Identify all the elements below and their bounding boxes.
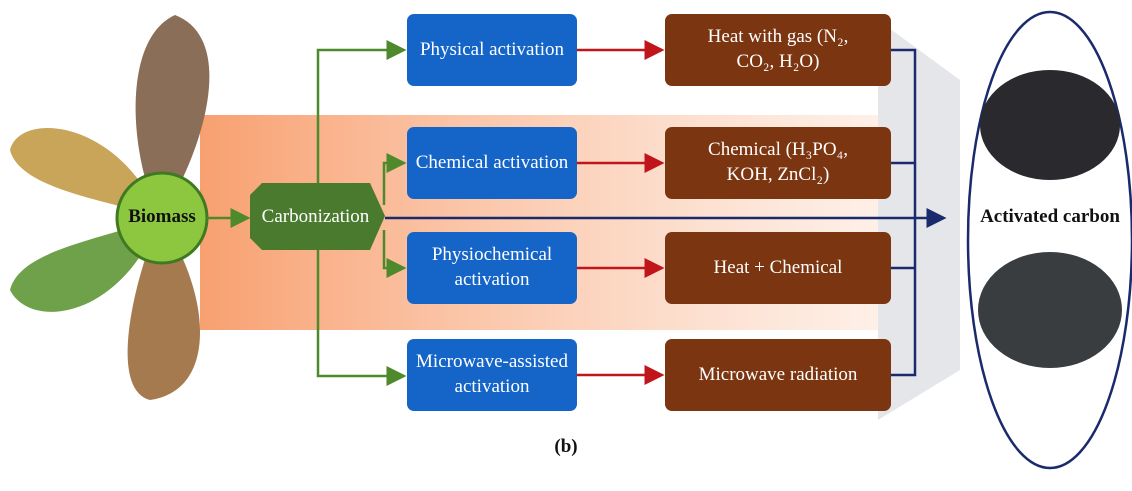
method-box: Microwave-assisted activation bbox=[407, 339, 577, 411]
product-label: Activated carbon bbox=[980, 206, 1120, 227]
method-box: Physiochemical activation bbox=[407, 232, 577, 304]
caption: (b) bbox=[554, 436, 578, 457]
red-arrows bbox=[577, 40, 665, 385]
method-box-text: Chemical activation bbox=[415, 151, 569, 173]
method-box-text: Microwave-assisted activation bbox=[416, 351, 568, 397]
treatment-box: Heat + Chemical bbox=[665, 232, 891, 304]
method-box-text: Physiochemical activation bbox=[431, 244, 553, 290]
funnel bbox=[878, 20, 960, 420]
treatment-box: Heat with gas (N₂, CO₂, H₂O) bbox=[665, 14, 891, 86]
carbonization-node bbox=[250, 183, 385, 250]
method-box: Physical activation bbox=[407, 14, 577, 86]
method-box-text: Physical activation bbox=[419, 38, 565, 60]
biomass-label: Biomass bbox=[128, 206, 196, 227]
treatment-box-text: Microwave radiation bbox=[698, 363, 858, 385]
branch-arrows bbox=[316, 40, 407, 386]
treatment-box-text: Heat + Chemical bbox=[713, 256, 843, 278]
navy-lines bbox=[385, 48, 947, 377]
powder-image bbox=[980, 70, 1120, 180]
method-box: Chemical activation bbox=[407, 127, 577, 199]
carbonization-label: Carbonization bbox=[261, 206, 370, 227]
treatment-box: Microwave radiation bbox=[665, 339, 891, 411]
treatment-box: Chemical (H₃PO₄, KOH, ZnCl₂) bbox=[665, 127, 891, 199]
treatment-box-text: Heat with gas (N₂, CO₂, H₂O) bbox=[707, 26, 849, 72]
treatment-box-text: Chemical (H₃PO₄, KOH, ZnCl₂) bbox=[708, 139, 848, 185]
pellet-image bbox=[978, 252, 1122, 368]
